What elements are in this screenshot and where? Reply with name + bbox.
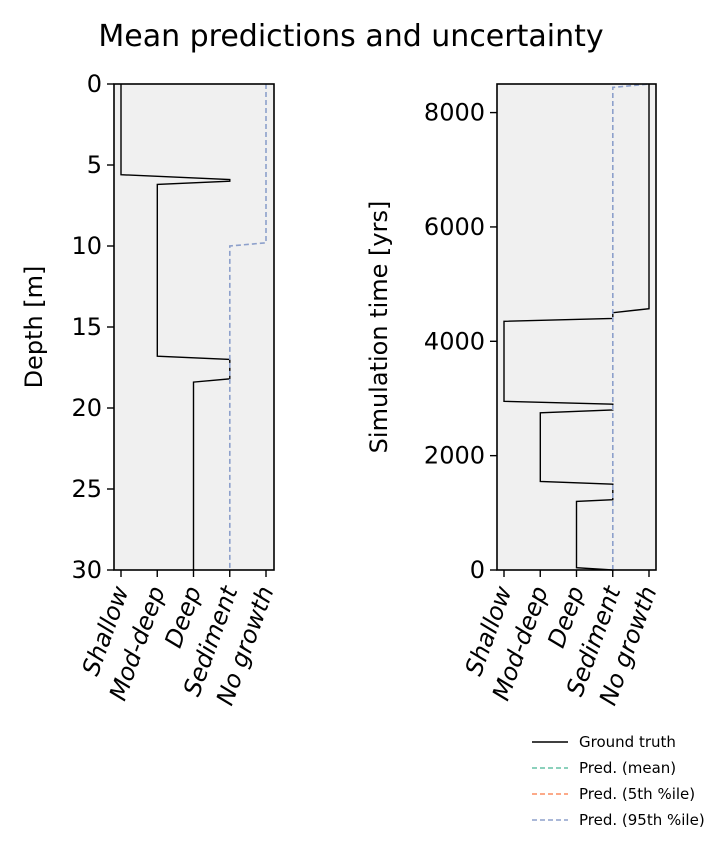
y-tick-label: 4000 (424, 327, 485, 355)
y-tick-label: 6000 (424, 213, 485, 241)
y-tick-label: 8000 (424, 99, 485, 127)
legend: Ground truth Pred. (mean) Pred. (5th %ile)… (532, 733, 705, 829)
y-axis-label: Depth [m] (20, 266, 48, 389)
panel-depth: 051015202530ShallowMod-deepDeepSedimentN… (20, 70, 280, 709)
series-line-2 (611, 83, 650, 570)
panel-simulation-time: 02000400060008000ShallowMod-deepDeepSedi… (365, 83, 663, 709)
series-line-1 (120, 84, 231, 570)
y-axis-label: Simulation time [yrs] (365, 201, 393, 454)
y-tick-label: 5 (87, 151, 102, 179)
y-tick-label: 25 (71, 475, 102, 503)
y-tick-label: 2000 (424, 442, 485, 470)
y-tick-label: 10 (71, 232, 102, 260)
y-tick-label: 30 (71, 556, 102, 584)
legend-label: Pred. (5th %ile) (579, 785, 695, 803)
y-tick-label: 20 (71, 394, 102, 422)
series-line-2 (229, 84, 267, 570)
legend-label: Ground truth (579, 733, 676, 751)
chart-title: Mean predictions and uncertainty (98, 19, 603, 54)
legend-label: Pred. (mean) (579, 759, 676, 777)
plot-background (497, 84, 656, 570)
y-tick-label: 15 (71, 313, 102, 341)
y-tick-label: 0 (87, 70, 102, 98)
y-tick-label: 0 (470, 556, 485, 584)
legend-label: Pred. (95th %ile) (579, 811, 705, 829)
